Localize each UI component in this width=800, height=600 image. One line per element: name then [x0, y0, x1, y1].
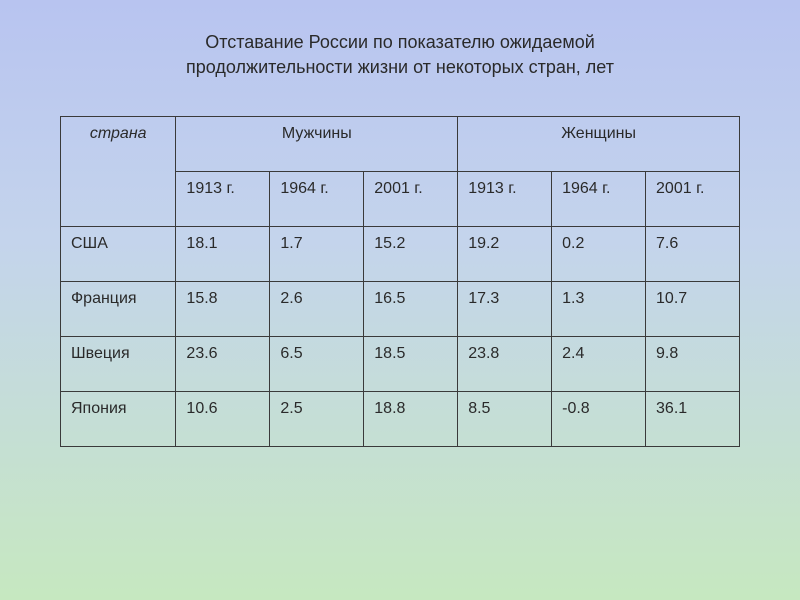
- title-line-2: продолжительности жизни от некоторых стр…: [186, 57, 614, 77]
- table-row: США 18.1 1.7 15.2 19.2 0.2 7.6: [61, 227, 740, 282]
- data-table: страна Мужчины Женщины 1913 г. 1964 г. 2…: [60, 116, 740, 447]
- header-year: 1964 г.: [552, 172, 646, 227]
- cell-value: -0.8: [552, 392, 646, 447]
- header-year: 1913 г.: [176, 172, 270, 227]
- cell-value: 15.8: [176, 282, 270, 337]
- header-year: 2001 г.: [364, 172, 458, 227]
- cell-value: 1.3: [552, 282, 646, 337]
- table-row: Швеция 23.6 6.5 18.5 23.8 2.4 9.8: [61, 337, 740, 392]
- cell-value: 0.2: [552, 227, 646, 282]
- header-year: 2001 г.: [646, 172, 740, 227]
- cell-value: 2.6: [270, 282, 364, 337]
- cell-value: 23.8: [458, 337, 552, 392]
- cell-value: 36.1: [646, 392, 740, 447]
- cell-value: 1.7: [270, 227, 364, 282]
- cell-country: Япония: [61, 392, 176, 447]
- cell-value: 9.8: [646, 337, 740, 392]
- cell-value: 2.5: [270, 392, 364, 447]
- cell-value: 10.7: [646, 282, 740, 337]
- cell-value: 17.3: [458, 282, 552, 337]
- cell-value: 2.4: [552, 337, 646, 392]
- cell-value: 18.1: [176, 227, 270, 282]
- table-row: Япония 10.6 2.5 18.8 8.5 -0.8 36.1: [61, 392, 740, 447]
- cell-value: 23.6: [176, 337, 270, 392]
- title-line-1: Отставание России по показателю ожидаемо…: [205, 32, 595, 52]
- page-title: Отставание России по показателю ожидаемо…: [60, 30, 740, 80]
- cell-value: 18.5: [364, 337, 458, 392]
- cell-value: 18.8: [364, 392, 458, 447]
- cell-country: США: [61, 227, 176, 282]
- table-row: Франция 15.8 2.6 16.5 17.3 1.3 10.7: [61, 282, 740, 337]
- cell-value: 10.6: [176, 392, 270, 447]
- header-men: Мужчины: [176, 117, 458, 172]
- cell-country: Франция: [61, 282, 176, 337]
- cell-value: 7.6: [646, 227, 740, 282]
- cell-country: Швеция: [61, 337, 176, 392]
- table-header-row-1: страна Мужчины Женщины: [61, 117, 740, 172]
- cell-value: 6.5: [270, 337, 364, 392]
- cell-value: 8.5: [458, 392, 552, 447]
- header-year: 1964 г.: [270, 172, 364, 227]
- cell-value: 16.5: [364, 282, 458, 337]
- header-women: Женщины: [458, 117, 740, 172]
- header-country: страна: [61, 117, 176, 227]
- header-year: 1913 г.: [458, 172, 552, 227]
- cell-value: 19.2: [458, 227, 552, 282]
- cell-value: 15.2: [364, 227, 458, 282]
